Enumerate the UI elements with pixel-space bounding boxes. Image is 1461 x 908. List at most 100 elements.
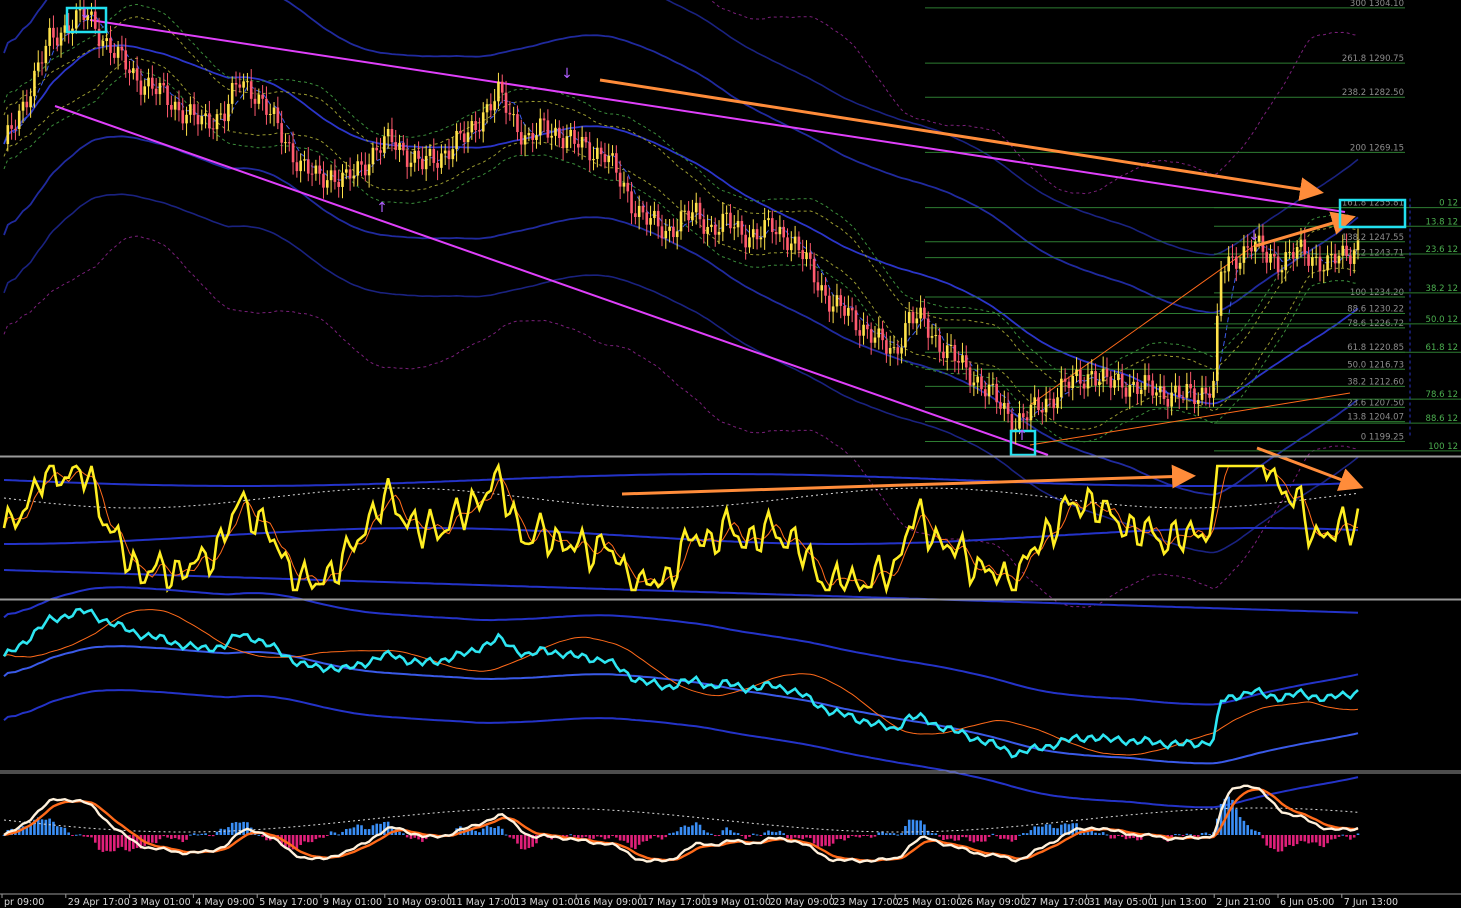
macd-histogram-bar [759,835,763,836]
candle-body [592,158,595,161]
macd-histogram-bar [287,835,291,848]
macd-histogram-bar [215,831,219,835]
macd-histogram-bar [634,835,637,850]
macd-histogram-bar [1219,803,1223,835]
candle-body [78,8,82,11]
candle-body [1162,386,1166,399]
macd-histogram-bar [1052,827,1056,835]
candle-body [900,347,903,354]
macd-histogram-bar [1033,826,1037,835]
fib-label-5: 138.2 1247.55 [1342,233,1404,243]
candle-body [1098,381,1101,386]
candle-body [1075,369,1078,377]
candle-body [873,337,877,343]
candle-body [1177,385,1181,398]
rising-trendline-upper [1029,244,1256,406]
candle-body [569,129,573,137]
candle-body [1204,387,1208,394]
macd-histogram-bar [402,833,405,835]
candle-body [1113,380,1116,388]
candle-body [82,8,86,21]
macd-histogram-bar [831,835,835,844]
macd-histogram-bar [991,833,995,835]
osc1-band-lower [3,569,1359,614]
x-tick-label-4: 5 May 17:00 [259,897,318,908]
candle-body [1143,375,1147,390]
macd-histogram-bar [36,817,40,835]
fib-label-10: 61.8 1220.85 [1347,343,1404,353]
fib-label-0: 300 1304.10 [1350,0,1404,9]
macd-histogram-bar [481,828,485,835]
macd-histogram-bar [873,835,877,837]
candle-body [816,282,820,291]
macd-histogram-bar [474,830,477,835]
candle-body [249,81,253,99]
macd-histogram-bar [1295,835,1299,845]
candle-body [135,68,139,81]
macd-histogram-bar [987,835,991,837]
candle-body [223,113,226,122]
fib-label-4: 161.8 1255.81 [1342,199,1404,209]
arrow-osc1-down [1256,446,1364,491]
candle-body [306,159,310,174]
macd-histogram-bar [904,826,907,835]
candle-body [839,295,843,306]
macd-histogram-bar [607,835,611,839]
candle-body [622,182,626,187]
macd-histogram-bar [516,835,519,844]
candle-body [964,355,968,368]
candle-body [1311,257,1314,266]
candle-body [603,154,607,163]
macd-histogram-bar [40,819,44,835]
candle-body [1307,254,1310,266]
candle-body [694,202,698,213]
macd-histogram-bar [90,835,93,838]
candle-body [1018,413,1021,429]
candle-body [1174,385,1177,393]
macd-histogram-bar [128,835,131,852]
macd-histogram-bar [166,835,169,838]
candle-body [1356,240,1360,251]
macd-histogram-bar [1246,825,1250,835]
candle-body [485,104,489,113]
macd-histogram-bar [805,835,808,838]
macd-histogram-bar [907,819,911,835]
macd-histogram-bar [2,835,6,836]
candle-body [455,130,458,150]
macd-histogram-bar [535,835,538,844]
macd-histogram-bar [48,818,51,835]
macd-histogram-bar [1292,835,1295,847]
candle-body [371,147,375,165]
candle-body [348,169,352,179]
candle-body [196,115,200,125]
marker-box-top [65,6,108,34]
candle-body [246,81,249,83]
macd-histogram-bar [132,835,135,849]
macd-histogram-bar [736,833,740,835]
macd-histogram-bar [618,835,622,841]
candle-body [999,402,1002,409]
candle-body [1227,256,1230,272]
macd-histogram-bar [839,835,843,840]
macd-histogram-bar [531,835,534,847]
macd-histogram-bar [1094,832,1097,835]
candle-body [957,361,960,363]
macd-histogram-bar [466,829,470,835]
macd-histogram-bar [242,821,245,835]
macd-histogram-bar [1284,835,1288,847]
macd-histogram-bar [793,835,797,838]
macd-histogram-bar [185,835,188,840]
channel-lower-line [54,105,1049,456]
candle-body [1139,389,1143,394]
macd-histogram-bar [599,835,603,838]
candle-body [607,155,611,163]
candle-body [877,328,881,338]
candle-body [478,130,481,132]
macd-histogram-bar [930,833,934,835]
candle-body [93,11,97,29]
candle-body [1185,384,1189,398]
candle-body [1128,384,1132,397]
candle-body [656,210,660,227]
macd-histogram-bar [478,832,481,835]
candle-body [128,69,131,74]
